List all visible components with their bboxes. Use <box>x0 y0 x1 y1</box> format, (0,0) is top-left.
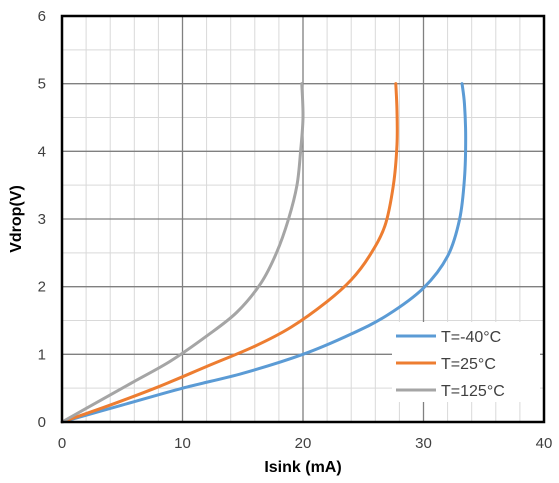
x-tick-label: 20 <box>295 435 312 452</box>
x-axis-ticks: 0 10 20 30 40 <box>58 435 553 452</box>
legend: T=-40°C T=25°C T=125°C <box>392 322 540 402</box>
series-layer <box>60 82 468 424</box>
series-line-3 <box>60 82 305 424</box>
legend-label-1: T=-40°C <box>441 329 501 346</box>
x-tick-label: 0 <box>58 435 66 452</box>
x-axis-title: Isink (mA) <box>264 459 341 476</box>
y-tick-label: 5 <box>38 76 46 93</box>
x-tick-label: 30 <box>415 435 432 452</box>
x-tick-label: 10 <box>174 435 191 452</box>
y-tick-label: 4 <box>38 143 46 160</box>
y-tick-label: 3 <box>38 211 46 228</box>
x-tick-label: 40 <box>536 435 553 452</box>
y-axis-ticks: 0 1 2 3 4 5 6 <box>38 8 46 431</box>
y-tick-label: 0 <box>38 414 46 431</box>
y-tick-label: 1 <box>38 346 46 363</box>
legend-label-2: T=25°C <box>441 356 496 373</box>
y-tick-label: 6 <box>38 8 46 25</box>
series-line-1 <box>60 82 468 424</box>
legend-label-3: T=125°C <box>441 383 505 400</box>
series-line-2 <box>60 82 399 424</box>
y-tick-label: 2 <box>38 279 46 296</box>
y-axis-title: Vdrop(V) <box>8 185 25 253</box>
plot-area-frame <box>60 14 546 424</box>
